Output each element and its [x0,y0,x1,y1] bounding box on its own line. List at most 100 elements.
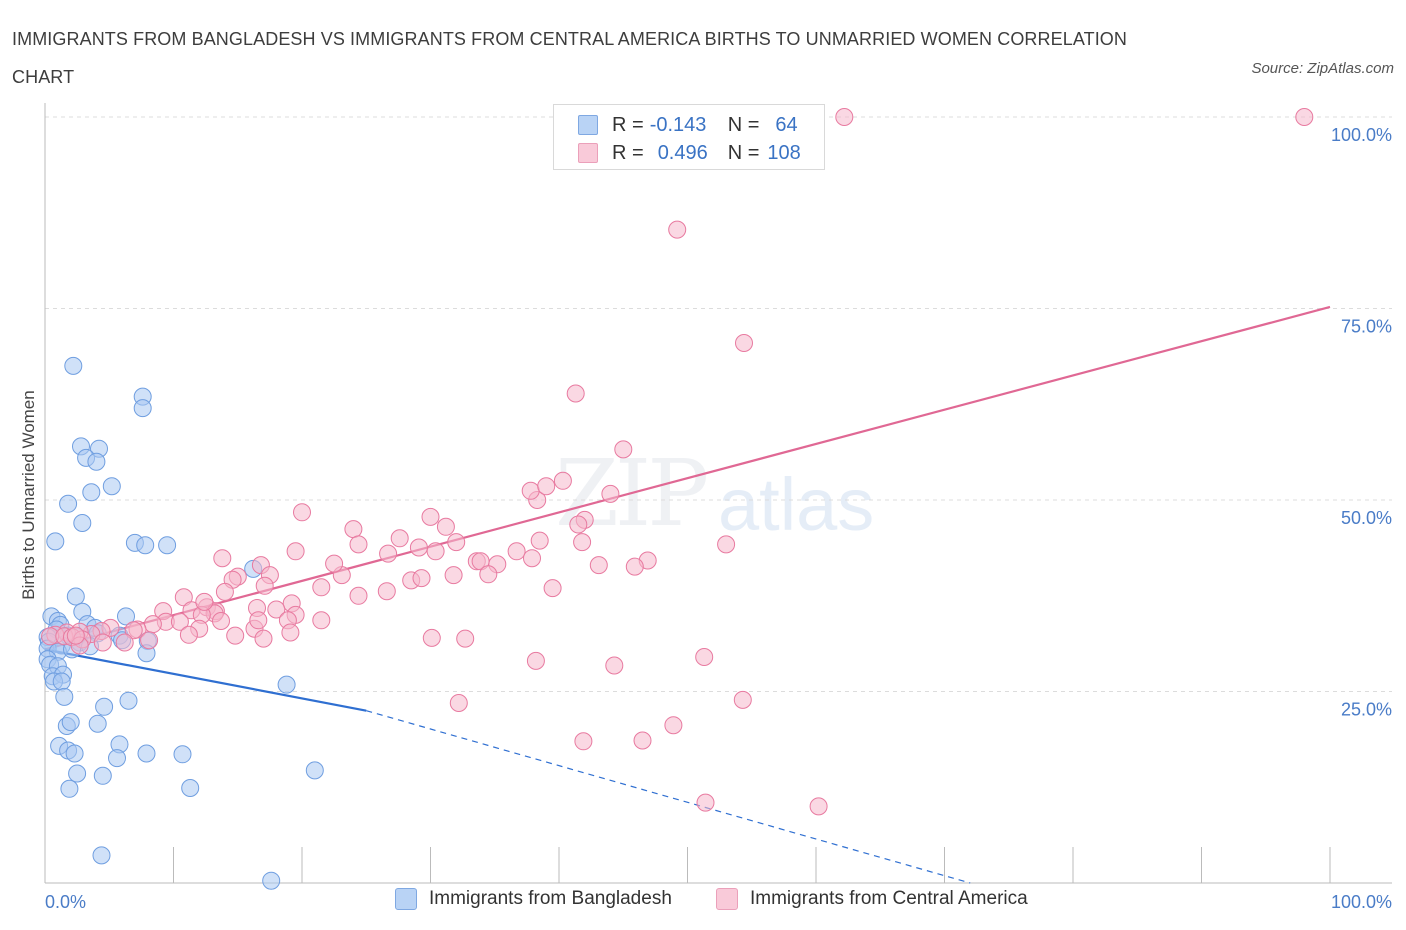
data-point [52,672,71,691]
data-point [449,694,468,712]
data-point [66,626,85,645]
data-point [293,503,311,522]
legend-item-bangladesh[interactable]: Immigrants from Bangladesh [395,888,672,910]
data-point [115,633,134,652]
data-point [479,565,498,584]
trend-line-bangladesh [44,648,367,712]
data-point [226,626,245,645]
data-point [262,871,281,890]
axes [44,103,1392,884]
source-label: Source: ZipAtlas.com [1251,60,1394,77]
y-tick-label: 25.0% [1341,700,1392,720]
y-tick-label: 75.0% [1341,317,1392,337]
data-point [82,483,101,502]
data-point [312,578,331,597]
data-point [349,586,368,605]
data-point [668,220,687,239]
data-point [809,797,828,816]
data-point [1295,108,1314,126]
data-point [46,532,65,551]
data-point [344,520,363,539]
data-point [305,761,324,780]
data-point [140,631,159,650]
series-legend: Immigrants from Bangladesh Immigrants fr… [0,888,1406,916]
data-point [349,535,368,554]
data-point [267,600,286,619]
data-points [38,108,1314,890]
data-point [605,656,624,675]
data-point [158,536,177,555]
data-point [173,745,192,764]
stats-legend: R = -0.143 N = 64 R = 0.496 N = 108 [553,104,825,170]
data-point [212,612,230,630]
legend-r-label: R = [612,141,644,164]
data-point [507,542,526,561]
data-point [695,648,714,666]
legend-swatch-blue [578,115,598,135]
data-point [73,514,92,532]
data-point [108,749,126,768]
watermark-atlas: atlas [718,463,875,546]
data-point [181,779,200,797]
data-point [117,607,135,626]
data-point [422,628,441,647]
data-point [696,793,715,812]
data-point [195,592,214,611]
data-point [66,587,85,606]
data-point [312,611,331,630]
legend-item-central-america[interactable]: Immigrants from Central America [716,888,1028,910]
data-point [589,556,608,575]
data-point [717,535,736,554]
trend-line-central-america [44,305,1331,651]
data-point [65,744,84,763]
data-point [325,554,344,573]
data-point [574,732,593,751]
data-point [543,579,562,598]
legend-n-value: 64 [775,113,798,136]
data-point [119,691,138,710]
legend-row-central-america: R = 0.496 N = 108 [578,139,801,167]
data-point [569,515,588,534]
data-point [136,536,155,555]
y-tick-label: 50.0% [1341,508,1392,528]
legend-n-label: N = [727,113,760,136]
trend-lines [44,305,1331,884]
data-point [377,582,396,601]
legend-n-label: N = [727,141,760,164]
data-point [179,625,198,644]
data-point [733,690,752,709]
legend-swatch-pink [578,143,598,163]
data-point [93,766,112,785]
data-point [523,549,541,568]
data-point [255,576,274,595]
legend-r-value: -0.143 [649,113,707,136]
data-point [444,566,463,585]
legend-row-bangladesh: R = -0.143 N = 64 [578,111,798,139]
data-point [521,481,540,500]
legend-r-label: R = [612,113,644,136]
data-point [835,108,854,126]
data-point [526,651,545,670]
y-tick-label: 100.0% [1331,125,1392,145]
data-point [215,582,234,601]
legend-swatch-bangladesh [395,888,417,910]
data-point [390,529,409,548]
data-point [379,544,398,563]
data-point [87,452,106,471]
data-point [137,744,156,763]
data-point [88,714,107,733]
data-point [625,557,644,576]
data-point [409,538,428,557]
legend-swatch-central-america [716,888,738,910]
data-point [447,533,466,552]
data-point [573,533,592,552]
data-point [143,615,162,634]
tick-labels: 25.0% 50.0% 75.0% 100.0% 0.0% 100.0% [45,125,1392,912]
data-point [64,356,83,375]
data-point [61,713,80,732]
data-point [93,633,112,652]
data-point [537,477,556,496]
data-point [735,334,753,352]
data-point [213,549,232,568]
